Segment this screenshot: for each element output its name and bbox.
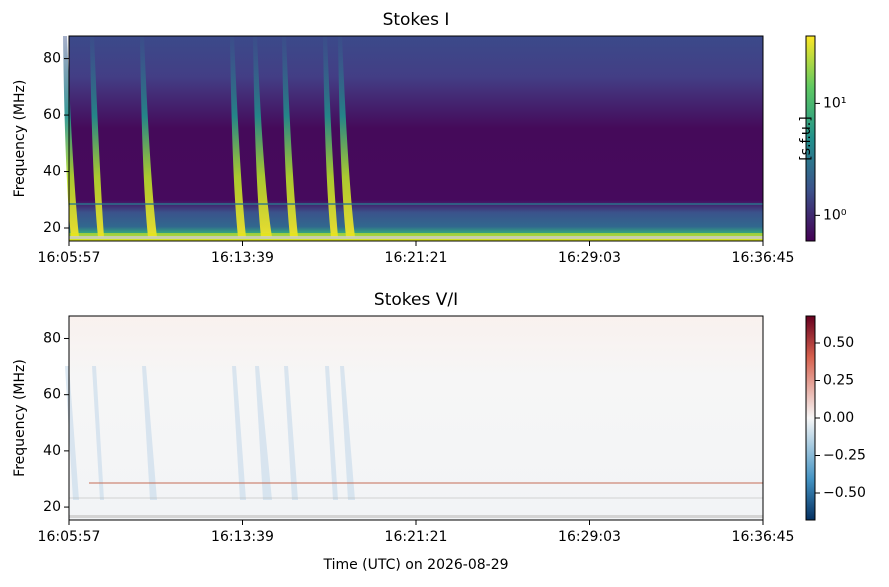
burst-feature <box>230 36 246 237</box>
colorbar-tick-label: 0.25 <box>823 373 854 389</box>
colorbar-tick-label: 0.00 <box>823 410 854 426</box>
colorbar-tick-label: 0.50 <box>823 335 854 351</box>
y-tick-label: 20 <box>43 220 61 236</box>
colorbar-tick-label: −0.50 <box>823 485 866 501</box>
colorbar-tick-label: 10¹ <box>823 95 846 111</box>
x-tick-label: 16:05:57 <box>38 250 101 266</box>
y-tick-label: 80 <box>43 51 61 67</box>
x-tick-label: 16:21:21 <box>385 250 448 266</box>
spectrogram <box>69 316 763 520</box>
colorbar <box>805 35 816 242</box>
x-tick-label: 16:13:39 <box>211 250 274 266</box>
y-tick-label: 80 <box>43 330 61 346</box>
y-tick-label: 60 <box>43 107 61 123</box>
colorbar <box>805 315 816 521</box>
burst-feature <box>92 366 104 500</box>
y-tick-label: 60 <box>43 387 61 403</box>
y-axis-label: Frequency (MHz) <box>12 80 28 198</box>
colorbar-label: [s.f.u.] <box>798 116 814 160</box>
band <box>69 515 763 518</box>
burst-feature <box>323 36 338 237</box>
x-tick-label: 16:36:45 <box>732 250 795 266</box>
x-axis-label: Time (UTC) on 2026-08-29 <box>322 557 508 573</box>
burst-feature <box>63 36 79 237</box>
burst-feature <box>338 36 355 237</box>
band <box>69 236 763 239</box>
burst-feature <box>253 36 272 237</box>
burst-feature <box>325 366 338 500</box>
burst-feature <box>140 36 157 237</box>
burst-feature <box>255 366 272 500</box>
burst-feature <box>284 366 298 500</box>
colorbar-tick-label: 10⁰ <box>823 207 847 223</box>
x-tick-label: 16:29:03 <box>558 250 621 266</box>
x-tick-label: 16:13:39 <box>211 529 274 545</box>
colorbar-tick-label: −0.25 <box>823 448 866 464</box>
y-tick-label: 40 <box>43 443 61 459</box>
y-tick-label: 40 <box>43 164 61 180</box>
x-tick-label: 16:05:57 <box>38 529 101 545</box>
spectrogram <box>69 36 763 241</box>
x-tick-label: 16:29:03 <box>558 529 621 545</box>
burst-feature <box>142 366 157 500</box>
burst-feature <box>340 366 355 500</box>
burst-feature <box>282 36 298 237</box>
y-tick-label: 20 <box>43 499 61 515</box>
burst-feature <box>90 36 104 237</box>
panel-title: Stokes I <box>383 10 450 30</box>
x-tick-label: 16:21:21 <box>385 529 448 545</box>
y-axis-label: Frequency (MHz) <box>12 359 28 477</box>
panel-title: Stokes V/I <box>374 290 458 310</box>
burst-feature <box>232 366 246 500</box>
x-tick-label: 16:36:45 <box>732 529 795 545</box>
